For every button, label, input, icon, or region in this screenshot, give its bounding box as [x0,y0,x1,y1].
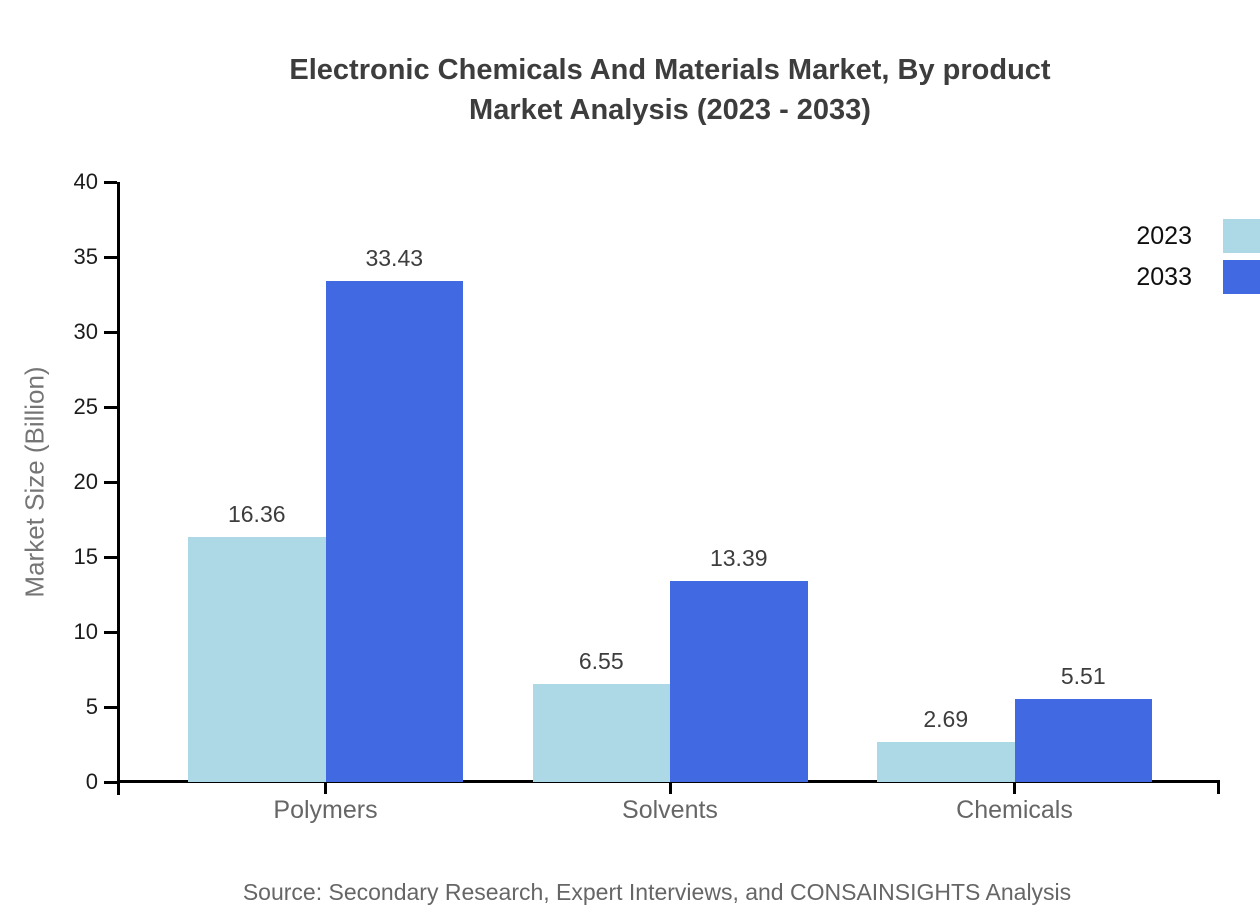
category-label-chemicals: Chemicals [956,796,1073,824]
y-axis-tick-label: 0 [85,769,98,794]
y-axis-tick [104,780,117,784]
source-attribution: Source: Secondary Research, Expert Inter… [242,879,1072,905]
y-axis-tick-label: 10 [73,619,98,644]
bar-value-label: 16.36 [227,500,286,527]
y-axis-tick-label: 5 [85,694,98,719]
plot-area: 0 5 10 15 20 25 30 35 40 16.36 6.55 2.69 33.43 13.39 5… [74,171,1220,824]
x-axis-tick [324,782,327,794]
legend-swatch-icon [1223,219,1260,253]
bar-2023-solvents [532,683,670,782]
bar-value-label: 2.69 [923,705,969,732]
y-axis-tick [104,180,117,184]
bar-value-label: 5.51 [1060,663,1106,690]
y-axis-tick-label: 20 [73,469,98,494]
bar-2023-chemicals [877,741,1015,782]
y-axis-tick [104,705,117,709]
y-axis-tick [104,555,117,559]
legend: 2023 2033 [1136,219,1260,301]
y-axis-tick [104,405,117,409]
chart-title-line1: Electronic Chemicals And Materials Marke… [289,54,1051,86]
category-label-solvents: Solvents [622,796,718,824]
legend-label: 2023 [1136,221,1192,250]
legend-item-2023: 2023 [1136,219,1260,253]
y-axis-line [117,182,120,795]
bar-value-label: 33.43 [365,244,424,271]
x-axis-tick [1013,782,1016,794]
legend-swatch-icon [1223,260,1260,294]
x-axis-tick [668,782,672,794]
x-axis-end-tick [1217,780,1220,794]
bar-2033-chemicals [1014,699,1152,782]
chart-title: Electronic Chemicals And Materials Marke… [40,50,1260,130]
legend-item-2033: 2033 [1136,260,1260,294]
bar-2033-solvents [670,581,808,782]
y-axis-tick-label: 25 [73,394,98,419]
y-axis-tick [104,480,117,484]
category-label-polymers: Polymers [273,796,378,824]
y-axis-tick-label: 35 [73,244,98,269]
y-axis-tick-label: 15 [73,544,98,569]
y-axis-tick-label: 40 [73,169,98,194]
bar-2023-polymers [188,536,326,782]
y-axis-tick-label: 30 [73,319,98,344]
legend-label: 2033 [1136,262,1192,291]
bar-value-label: 6.55 [578,647,624,674]
chart-title-line2: Market Analysis (2023 - 2033) [469,94,871,126]
y-axis-tick [104,630,117,634]
y-axis-tick [104,255,117,259]
bar-2033-polymers [325,280,463,782]
bar-value-label: 13.39 [709,545,768,572]
y-axis-tick [104,330,117,334]
